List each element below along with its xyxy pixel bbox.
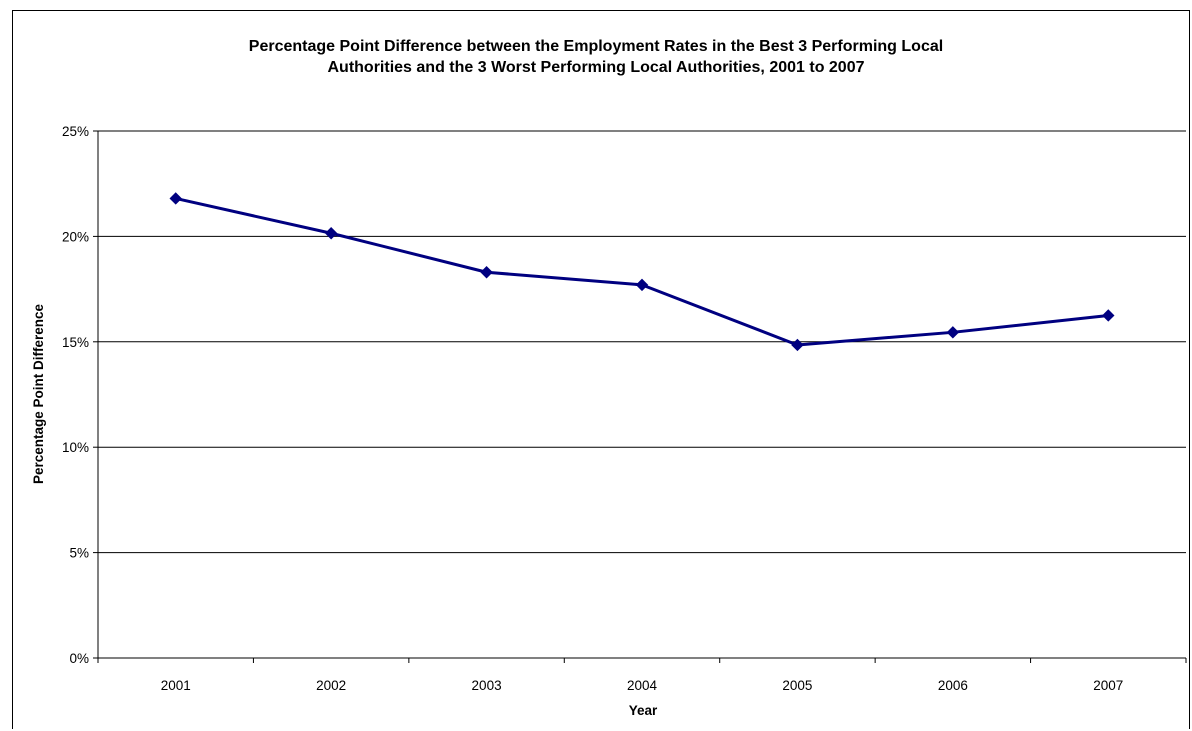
- x-tick-label: 2003: [472, 678, 502, 693]
- chart-title-line-1: Percentage Point Difference between the …: [248, 38, 944, 55]
- gridlines: [98, 130, 1186, 554]
- x-tick-label: 2001: [161, 678, 191, 693]
- data-point-marker: [791, 338, 804, 352]
- y-tick-label: 20%: [62, 229, 89, 244]
- data-point-marker: [169, 192, 182, 205]
- data-point-marker: [946, 326, 960, 339]
- y-tick-label: 10%: [62, 440, 89, 455]
- axes: 0% 5% 10% 15% 20% 25% 2001 2002 2003 2004 2005 2006…: [62, 124, 1187, 693]
- data-point-marker: [635, 278, 649, 292]
- data-point-marker: [1102, 309, 1115, 322]
- x-tick-label: 2004: [627, 678, 658, 693]
- x-tick-label: 2005: [782, 678, 812, 693]
- x-tick-label: 2006: [938, 678, 968, 693]
- chart-title-line-2: Authorities and the 3 Worst Performing L…: [327, 59, 865, 76]
- x-tick-label: 2002: [316, 678, 346, 693]
- data-point-marker: [480, 266, 493, 279]
- y-axis-title: Percentage Point Difference: [31, 303, 46, 484]
- data-point-marker: [324, 227, 338, 240]
- y-tick-label: 5%: [69, 546, 89, 561]
- y-tick-label: 25%: [62, 124, 89, 139]
- y-tick-label: 15%: [62, 335, 89, 350]
- series-line: [175, 196, 1109, 347]
- series-layer: [169, 192, 1115, 352]
- chart-frame: [12, 10, 1190, 729]
- x-tick-label: 2007: [1093, 678, 1123, 693]
- y-tick-label: 0%: [69, 651, 89, 666]
- x-axis-title: Year: [629, 703, 658, 718]
- chart-title: Percentage Point Difference between the …: [0, 36, 1192, 78]
